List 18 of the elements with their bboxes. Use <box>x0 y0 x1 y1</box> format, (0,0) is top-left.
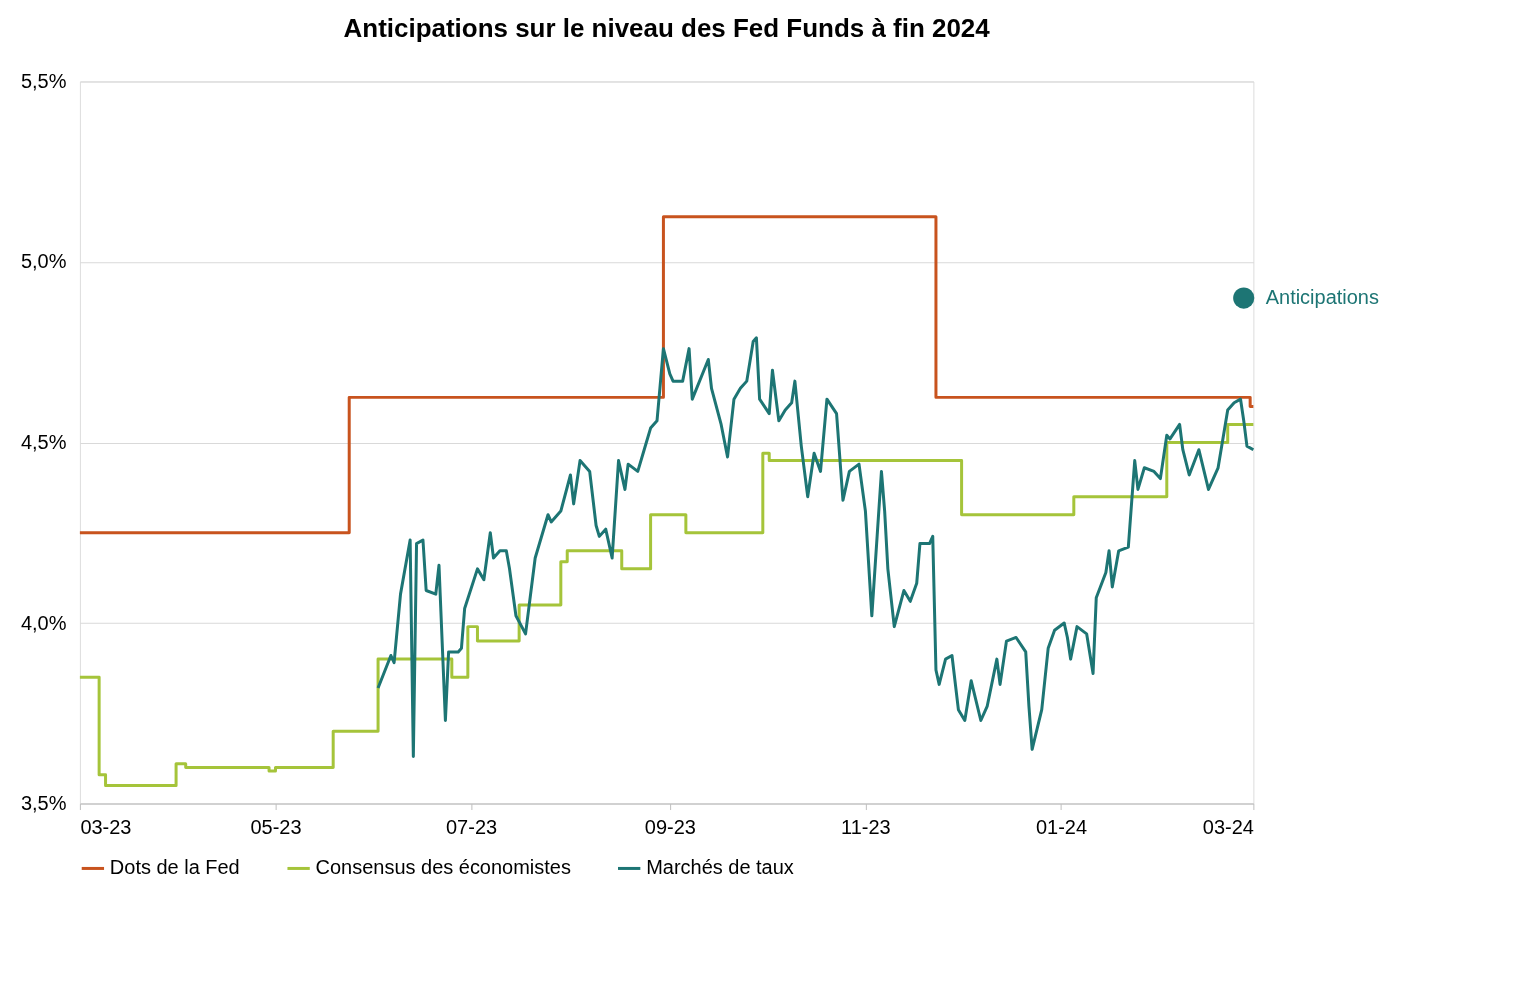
legend-label: Marchés de taux <box>646 856 794 879</box>
x-tick-label: 11-23 <box>841 815 891 838</box>
x-tick-label: 09-23 <box>644 815 696 838</box>
series-label: Anticipations <box>1265 286 1379 309</box>
legend-label: Consensus des économistes <box>315 856 571 879</box>
x-tick-label: 05-23 <box>250 815 302 838</box>
x-tick-label: 07-23 <box>446 815 498 838</box>
y-tick-label: 5,5% <box>20 69 67 92</box>
line-series <box>376 336 1255 759</box>
y-tick-label: 4,0% <box>20 611 67 634</box>
x-tick-label: 03-24 <box>1202 815 1254 838</box>
y-tick-label: 4,5% <box>20 430 67 453</box>
legend-label: Dots de la Fed <box>109 856 240 879</box>
y-tick-label: 5,0% <box>20 250 67 273</box>
chart-title: Anticipations sur le niveau des Fed Funds à fin 2024 <box>343 12 991 43</box>
x-tick-label: 01-24 <box>1035 815 1088 838</box>
y-tick-label: 3,5% <box>20 792 67 815</box>
x-tick-label: 03-23 <box>80 815 132 838</box>
